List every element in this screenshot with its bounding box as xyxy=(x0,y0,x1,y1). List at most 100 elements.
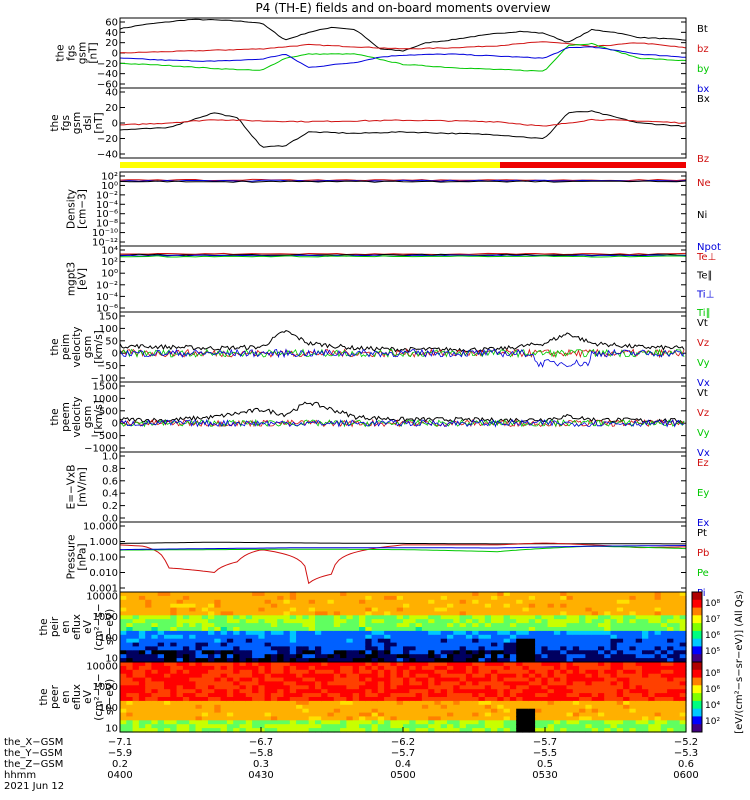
spectrogram-cell xyxy=(277,658,285,663)
spectrogram-cell xyxy=(484,720,492,725)
spectrogram-cell xyxy=(170,603,178,609)
spectrogram-cell xyxy=(252,615,259,620)
spectrogram-cell xyxy=(403,630,410,636)
spectrogram-cell xyxy=(302,728,310,733)
spectrogram-cell xyxy=(157,673,165,679)
spectrogram-cell xyxy=(579,592,586,597)
spectrogram-cell xyxy=(660,638,668,644)
spectrogram-cell xyxy=(598,646,605,651)
spectrogram-cell xyxy=(315,712,322,718)
spectrogram-cell xyxy=(277,623,285,628)
spectrogram-cell xyxy=(660,700,668,706)
spectrogram-cell xyxy=(182,630,190,636)
spectrogram-cell xyxy=(642,697,649,702)
spectrogram-cell xyxy=(201,642,209,648)
spectrogram-cell xyxy=(642,669,649,675)
spectrogram-cell xyxy=(440,611,448,616)
spectrogram-cell xyxy=(642,619,649,624)
spectrogram-cell xyxy=(157,681,165,686)
spectrogram-cell xyxy=(126,724,134,729)
spectrogram-cell xyxy=(635,611,643,616)
spectrogram-cell xyxy=(390,654,398,659)
spectrogram-cell xyxy=(264,662,272,667)
spectrogram-cell xyxy=(667,681,674,686)
spectrogram-cell xyxy=(359,642,366,648)
spectrogram-cell xyxy=(195,627,203,632)
spectrogram-cell xyxy=(352,611,360,616)
spectrogram-cell xyxy=(289,708,297,714)
spectrogram-cell xyxy=(528,630,536,636)
spectrogram-cell xyxy=(465,599,473,605)
spectrogram-cell xyxy=(296,646,303,651)
spectrogram-cell xyxy=(384,654,391,659)
spectrogram-cell xyxy=(491,611,498,616)
spectrogram-cell xyxy=(465,724,473,729)
spectrogram-cell xyxy=(409,630,417,636)
spectrogram-cell xyxy=(145,615,153,620)
spectrogram-cell xyxy=(403,720,410,725)
spectrogram-cell xyxy=(132,700,140,706)
spectrogram-cell xyxy=(673,677,681,683)
spectrogram-cell xyxy=(371,685,379,690)
spectrogram-cell xyxy=(340,642,347,648)
spectrogram-cell xyxy=(528,599,536,605)
spectrogram-cell xyxy=(308,599,316,605)
spectrogram-cell xyxy=(528,720,536,725)
spectrogram-cell xyxy=(333,681,341,686)
spectrogram-cell xyxy=(579,615,586,620)
legend-item: Pt xyxy=(697,528,707,539)
spectrogram-cell xyxy=(572,689,580,694)
spectrogram-cell xyxy=(396,700,404,706)
spectrogram-cell xyxy=(151,677,159,683)
spectrogram-cell xyxy=(616,669,624,675)
spectrogram-cell xyxy=(421,630,429,636)
spectrogram-cell xyxy=(509,638,517,644)
spectrogram-cell xyxy=(535,658,542,663)
y-tick-label: −60 xyxy=(97,80,118,91)
spectrogram-cell xyxy=(327,685,335,690)
spectrogram-cell xyxy=(365,592,373,597)
spectrogram-cell xyxy=(635,669,643,675)
spectrogram-cell xyxy=(359,704,366,710)
spectrogram-cell xyxy=(585,650,593,655)
spectrogram-cell xyxy=(340,603,347,609)
spectrogram-cell xyxy=(245,708,253,714)
colorbar-band xyxy=(692,669,702,679)
spectrogram-cell xyxy=(189,642,197,648)
spectrogram-cell xyxy=(176,662,184,667)
spectrogram-cell xyxy=(226,716,234,721)
spectrogram-cell xyxy=(157,603,165,609)
spectrogram-cell xyxy=(270,638,278,644)
spectrogram-cell xyxy=(145,607,153,613)
spectrogram-cell xyxy=(327,700,335,706)
spectrogram-cell xyxy=(226,634,234,640)
spectrogram-cell xyxy=(315,662,322,667)
spectrogram-cell xyxy=(509,603,517,609)
spectrogram-cell xyxy=(421,599,429,605)
footer-value: 0.6 xyxy=(678,759,694,770)
y-tick-label: 0 xyxy=(112,119,118,130)
spectrogram-cell xyxy=(214,627,222,632)
spectrogram-cell xyxy=(566,646,574,651)
spectrogram-cell xyxy=(660,654,668,659)
spectrogram-cell xyxy=(648,720,656,725)
spectrogram-cell xyxy=(535,627,542,632)
spectrogram-cell xyxy=(604,630,612,636)
spectrogram-cell xyxy=(642,658,649,663)
spectrogram-cell xyxy=(635,646,643,651)
spectrogram-cell xyxy=(201,708,209,714)
spectrogram-cell xyxy=(201,630,209,636)
spectrogram-cell xyxy=(195,681,203,686)
spectrogram-cell xyxy=(346,685,354,690)
spectrogram-cell xyxy=(516,595,524,601)
spectrogram-cell xyxy=(352,728,360,733)
spectrogram-cell xyxy=(233,595,241,601)
spectrogram-cell xyxy=(270,634,278,640)
spectrogram-cell xyxy=(509,662,517,667)
spectrogram-cell xyxy=(610,654,618,659)
spectrogram-cell xyxy=(371,665,379,671)
spectrogram-cell xyxy=(566,654,574,659)
colorbar-band xyxy=(692,630,702,640)
spectrogram-cell xyxy=(371,611,379,616)
spectrogram-cell xyxy=(598,708,605,714)
